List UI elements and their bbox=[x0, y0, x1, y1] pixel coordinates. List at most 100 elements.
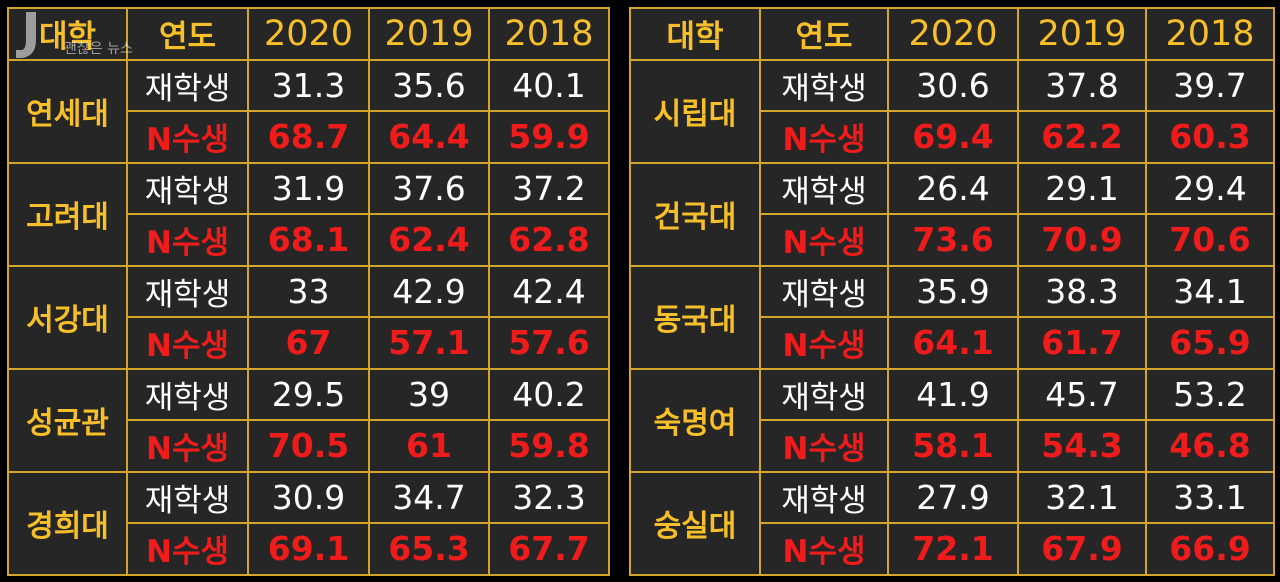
value-cell: 34.1 bbox=[1145, 264, 1275, 318]
value-cell: 68.7 bbox=[247, 110, 370, 164]
table-row: 연세대 재학생 31.3 35.6 40.1 bbox=[7, 58, 610, 164]
value-cell: 67.7 bbox=[488, 522, 610, 576]
value-cell: 37.8 bbox=[1017, 58, 1147, 112]
table-row: 동국대 재학생 35.9 38.3 34.1 bbox=[629, 264, 1275, 370]
value-cell: 29.1 bbox=[1017, 161, 1147, 215]
value-cell: 33 bbox=[247, 264, 370, 318]
header-2018: 2018 bbox=[488, 7, 610, 61]
newspaper-logo-icon bbox=[16, 12, 36, 58]
header-year: 연도 bbox=[759, 7, 889, 61]
repeat-label: N수생 bbox=[126, 522, 249, 576]
right-table: 대학 연도 2020 2019 2018 시립대 재학생 30.6 37.8 3… bbox=[629, 7, 1275, 576]
university-name: 건국대 bbox=[629, 161, 761, 267]
value-cell: 35.9 bbox=[887, 264, 1019, 318]
header-university: 대학 bbox=[629, 7, 761, 61]
university-name: 숭실대 bbox=[629, 470, 761, 576]
value-cell: 54.3 bbox=[1017, 419, 1147, 473]
header-2019: 2019 bbox=[368, 7, 490, 61]
repeat-label: N수생 bbox=[126, 110, 249, 164]
header-2020: 2020 bbox=[247, 7, 370, 61]
table-row: N수생 69.1 65.3 67.7 bbox=[8, 522, 610, 576]
value-cell: 29.5 bbox=[247, 367, 370, 421]
value-cell: 59.8 bbox=[488, 419, 610, 473]
table-row: N수생 68.1 62.4 62.8 bbox=[8, 213, 610, 267]
table-row: 건국대 재학생 26.4 29.1 29.4 bbox=[629, 161, 1275, 267]
value-cell: 40.2 bbox=[488, 367, 610, 421]
value-cell: 62.4 bbox=[368, 213, 490, 267]
university-name: 서강대 bbox=[7, 264, 128, 370]
value-cell: 53.2 bbox=[1145, 367, 1275, 421]
value-cell: 69.4 bbox=[887, 110, 1019, 164]
value-cell: 69.1 bbox=[247, 522, 370, 576]
value-cell: 42.9 bbox=[368, 264, 490, 318]
value-cell: 37.2 bbox=[488, 161, 610, 215]
value-cell: 70.6 bbox=[1145, 213, 1275, 267]
value-cell: 31.3 bbox=[247, 58, 370, 112]
value-cell: 59.9 bbox=[488, 110, 610, 164]
value-cell: 64.4 bbox=[368, 110, 490, 164]
value-cell: 65.3 bbox=[368, 522, 490, 576]
value-cell: 64.1 bbox=[887, 316, 1019, 370]
value-cell: 37.6 bbox=[368, 161, 490, 215]
value-cell: 26.4 bbox=[887, 161, 1019, 215]
repeat-label: N수생 bbox=[759, 213, 889, 267]
value-cell: 70.5 bbox=[247, 419, 370, 473]
enrolled-label: 재학생 bbox=[126, 470, 249, 524]
enrolled-label: 재학생 bbox=[759, 470, 889, 524]
repeat-label: N수생 bbox=[126, 419, 249, 473]
value-cell: 40.1 bbox=[488, 58, 610, 112]
repeat-label: N수생 bbox=[126, 213, 249, 267]
table-row: 고려대 재학생 31.9 37.6 37.2 bbox=[7, 161, 610, 267]
enrolled-label: 재학생 bbox=[759, 58, 889, 112]
watermark-text: 괜찮은 뉴스 bbox=[64, 41, 133, 57]
header-2020: 2020 bbox=[887, 7, 1019, 61]
table-row: N수생 73.6 70.9 70.6 bbox=[630, 213, 1275, 267]
watermark: 괜찮은 뉴스 bbox=[0, 8, 150, 68]
value-cell: 39.7 bbox=[1145, 58, 1275, 112]
value-cell: 38.3 bbox=[1017, 264, 1147, 318]
university-name: 고려대 bbox=[7, 161, 128, 267]
header-row: 대학 연도 2020 2019 2018 bbox=[629, 7, 1275, 61]
header-2018: 2018 bbox=[1145, 7, 1275, 61]
value-cell: 61 bbox=[368, 419, 490, 473]
value-cell: 32.1 bbox=[1017, 470, 1147, 524]
value-cell: 46.8 bbox=[1145, 419, 1275, 473]
value-cell: 57.1 bbox=[368, 316, 490, 370]
university-name: 연세대 bbox=[7, 58, 128, 164]
value-cell: 66.9 bbox=[1145, 522, 1275, 576]
value-cell: 73.6 bbox=[887, 213, 1019, 267]
value-cell: 60.3 bbox=[1145, 110, 1275, 164]
value-cell: 57.6 bbox=[488, 316, 610, 370]
value-cell: 61.7 bbox=[1017, 316, 1147, 370]
value-cell: 35.6 bbox=[368, 58, 490, 112]
table-row: N수생 72.1 67.9 66.9 bbox=[630, 522, 1275, 576]
table-row: 시립대 재학생 30.6 37.8 39.7 bbox=[629, 58, 1275, 164]
table-row: 성균관 재학생 29.5 39 40.2 bbox=[7, 367, 610, 473]
repeat-label: N수생 bbox=[126, 316, 249, 370]
table-row: N수생 64.1 61.7 65.9 bbox=[630, 316, 1275, 370]
value-cell: 34.7 bbox=[368, 470, 490, 524]
university-name: 시립대 bbox=[629, 58, 761, 164]
enrolled-label: 재학생 bbox=[126, 58, 249, 112]
value-cell: 32.3 bbox=[488, 470, 610, 524]
value-cell: 62.8 bbox=[488, 213, 610, 267]
value-cell: 30.6 bbox=[887, 58, 1019, 112]
table-row: N수생 69.4 62.2 60.3 bbox=[630, 110, 1275, 164]
value-cell: 33.1 bbox=[1145, 470, 1275, 524]
enrolled-label: 재학생 bbox=[759, 264, 889, 318]
value-cell: 31.9 bbox=[247, 161, 370, 215]
value-cell: 30.9 bbox=[247, 470, 370, 524]
table-row: 서강대 재학생 33 42.9 42.4 bbox=[7, 264, 610, 370]
value-cell: 45.7 bbox=[1017, 367, 1147, 421]
header-row: 대학 연도 2020 2019 2018 bbox=[7, 7, 610, 61]
enrolled-label: 재학생 bbox=[126, 264, 249, 318]
university-name: 경희대 bbox=[7, 470, 128, 576]
university-name: 숙명여 bbox=[629, 367, 761, 473]
university-name: 동국대 bbox=[629, 264, 761, 370]
repeat-label: N수생 bbox=[759, 316, 889, 370]
value-cell: 62.2 bbox=[1017, 110, 1147, 164]
table-row: N수생 70.5 61 59.8 bbox=[8, 419, 610, 473]
enrolled-label: 재학생 bbox=[126, 161, 249, 215]
value-cell: 67 bbox=[247, 316, 370, 370]
header-2019: 2019 bbox=[1017, 7, 1147, 61]
